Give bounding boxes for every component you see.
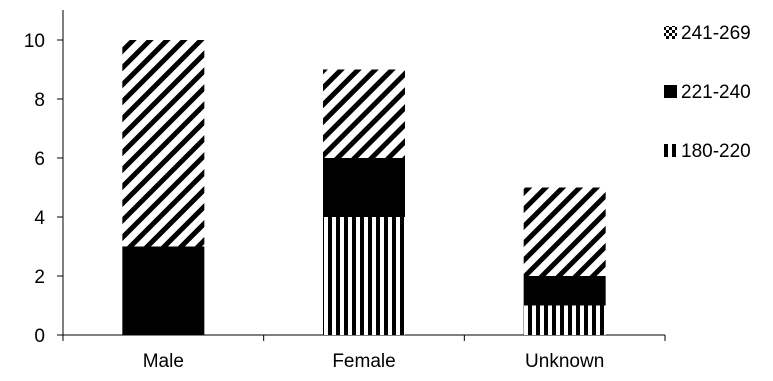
bar-segment-221-240: [122, 246, 205, 335]
legend-label: 221-240: [681, 82, 751, 103]
legend-swatch: [664, 26, 677, 39]
x-tick-label: Female: [332, 351, 395, 372]
y-tick-label: 2: [34, 267, 45, 288]
axis-labels: 0 2 4 6 8 10 Male Female Unknown: [24, 31, 604, 372]
y-tick-label: 8: [34, 90, 45, 111]
y-tick-label: 4: [34, 208, 45, 229]
bar-segment-180-220: [523, 305, 606, 335]
legend-swatch: [664, 144, 677, 157]
bar-segment-241-269: [323, 69, 405, 158]
y-tick-label: 6: [34, 149, 45, 170]
x-tick-label: Male: [143, 351, 184, 372]
bar-segment-241-269: [523, 187, 606, 276]
x-tick-label: Unknown: [525, 351, 604, 372]
y-tick-label: 10: [24, 31, 45, 52]
y-tick-label: 0: [34, 326, 45, 347]
legend-label: 241-269: [681, 23, 751, 44]
bar-segment-221-240: [523, 276, 606, 306]
legend-swatch: [664, 85, 677, 98]
bars: [122, 40, 606, 335]
bar-segment-180-220: [323, 217, 405, 335]
legend-label: 180-220: [681, 141, 751, 162]
bar-segment-241-269: [122, 40, 205, 247]
bar-segment-221-240: [323, 158, 405, 217]
legend: 241-269 221-240 180-220: [664, 23, 751, 162]
